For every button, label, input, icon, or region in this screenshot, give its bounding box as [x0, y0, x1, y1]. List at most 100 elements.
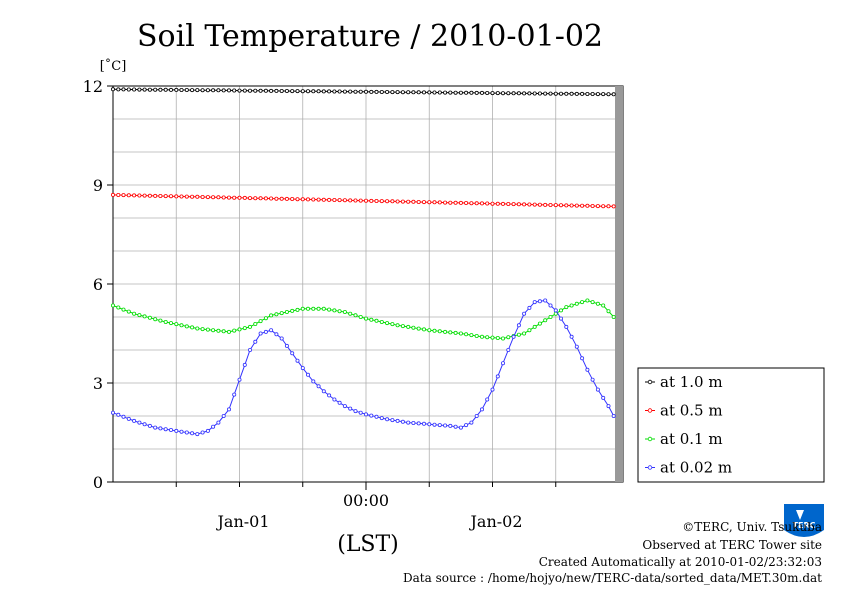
- data-point: [137, 193, 142, 198]
- data-point: [190, 325, 195, 330]
- data-point: [379, 90, 384, 95]
- data-point: [448, 200, 453, 205]
- credit-source: Data source : /home/hojyo/new/TERC-data/…: [403, 571, 822, 585]
- data-point: [184, 88, 189, 93]
- data-point: [437, 90, 442, 95]
- legend-swatch-marker: [647, 408, 653, 413]
- data-point: [479, 201, 484, 206]
- data-point: [548, 314, 553, 319]
- data-point: [363, 198, 368, 203]
- data-point: [237, 88, 242, 93]
- data-point: [348, 198, 353, 203]
- data-point: [495, 201, 500, 206]
- data-point: [458, 425, 463, 430]
- legend-box: [637, 367, 825, 483]
- data-point: [369, 89, 374, 94]
- data-point: [601, 92, 606, 97]
- data-point: [184, 194, 189, 199]
- data-point: [142, 193, 147, 198]
- data-point: [522, 311, 527, 316]
- data-point: [247, 324, 252, 329]
- data-point: [132, 87, 137, 92]
- data-point: [263, 329, 268, 334]
- legend-entry: at 0.02 m: [660, 459, 732, 477]
- data-point: [274, 332, 279, 337]
- logo-text: TERC: [793, 521, 816, 530]
- data-point: [353, 198, 358, 203]
- data-point: [569, 303, 574, 308]
- data-point: [363, 316, 368, 321]
- series-2: [111, 298, 616, 341]
- data-point: [126, 416, 131, 421]
- data-point: [300, 89, 305, 94]
- data-point: [168, 427, 173, 432]
- data-point: [458, 331, 463, 336]
- data-point: [427, 328, 432, 333]
- data-point: [158, 87, 163, 92]
- data-point: [305, 197, 310, 202]
- data-point: [527, 202, 532, 207]
- data-point: [232, 195, 237, 200]
- data-point: [211, 328, 216, 333]
- data-point: [411, 325, 416, 330]
- data-point: [321, 306, 326, 311]
- data-point: [258, 331, 263, 336]
- data-point: [279, 89, 284, 94]
- data-point: [448, 423, 453, 428]
- x-tick-label: 00:00: [343, 491, 389, 510]
- legend-swatch-marker: [647, 436, 653, 442]
- data-point: [211, 88, 216, 93]
- data-point: [358, 314, 363, 319]
- data-point: [590, 92, 595, 97]
- data-point: [490, 201, 495, 206]
- data-point: [348, 89, 353, 94]
- data-point: [611, 413, 616, 418]
- data-point: [147, 423, 152, 428]
- data-point: [537, 299, 542, 304]
- data-point: [595, 387, 600, 392]
- data-point: [585, 298, 590, 303]
- data-point: [300, 197, 305, 202]
- data-point: [116, 305, 121, 310]
- data-point: [269, 328, 274, 333]
- data-point: [374, 318, 379, 323]
- data-point: [316, 89, 321, 94]
- data-point: [290, 89, 295, 94]
- data-point: [553, 308, 558, 313]
- data-point: [321, 89, 326, 94]
- data-point: [153, 87, 158, 92]
- data-point: [274, 88, 279, 93]
- data-point: [458, 90, 463, 95]
- data-point: [385, 90, 390, 95]
- data-point: [321, 389, 326, 394]
- data-point: [516, 332, 521, 337]
- data-point: [195, 194, 200, 199]
- data-point: [137, 420, 142, 425]
- data-point: [479, 407, 484, 412]
- data-point: [174, 194, 179, 199]
- data-point: [543, 202, 548, 207]
- data-point: [532, 202, 537, 207]
- data-point: [416, 90, 421, 95]
- data-point: [543, 298, 548, 303]
- data-point: [184, 324, 189, 329]
- data-point: [295, 197, 300, 202]
- data-point: [337, 89, 342, 94]
- data-point: [543, 318, 548, 323]
- data-point: [469, 201, 474, 206]
- data-point: [511, 202, 516, 207]
- data-point: [168, 194, 173, 199]
- legend-entry: at 0.1 m: [660, 430, 723, 448]
- data-point: [490, 91, 495, 96]
- data-point: [474, 90, 479, 95]
- x-axis-label: (LST): [337, 532, 399, 557]
- data-point: [495, 374, 500, 379]
- data-point: [479, 334, 484, 339]
- data-point: [516, 323, 521, 328]
- data-point: [506, 91, 511, 96]
- data-point: [564, 203, 569, 208]
- data-point: [284, 89, 289, 94]
- data-point: [232, 88, 237, 93]
- data-point: [211, 424, 216, 429]
